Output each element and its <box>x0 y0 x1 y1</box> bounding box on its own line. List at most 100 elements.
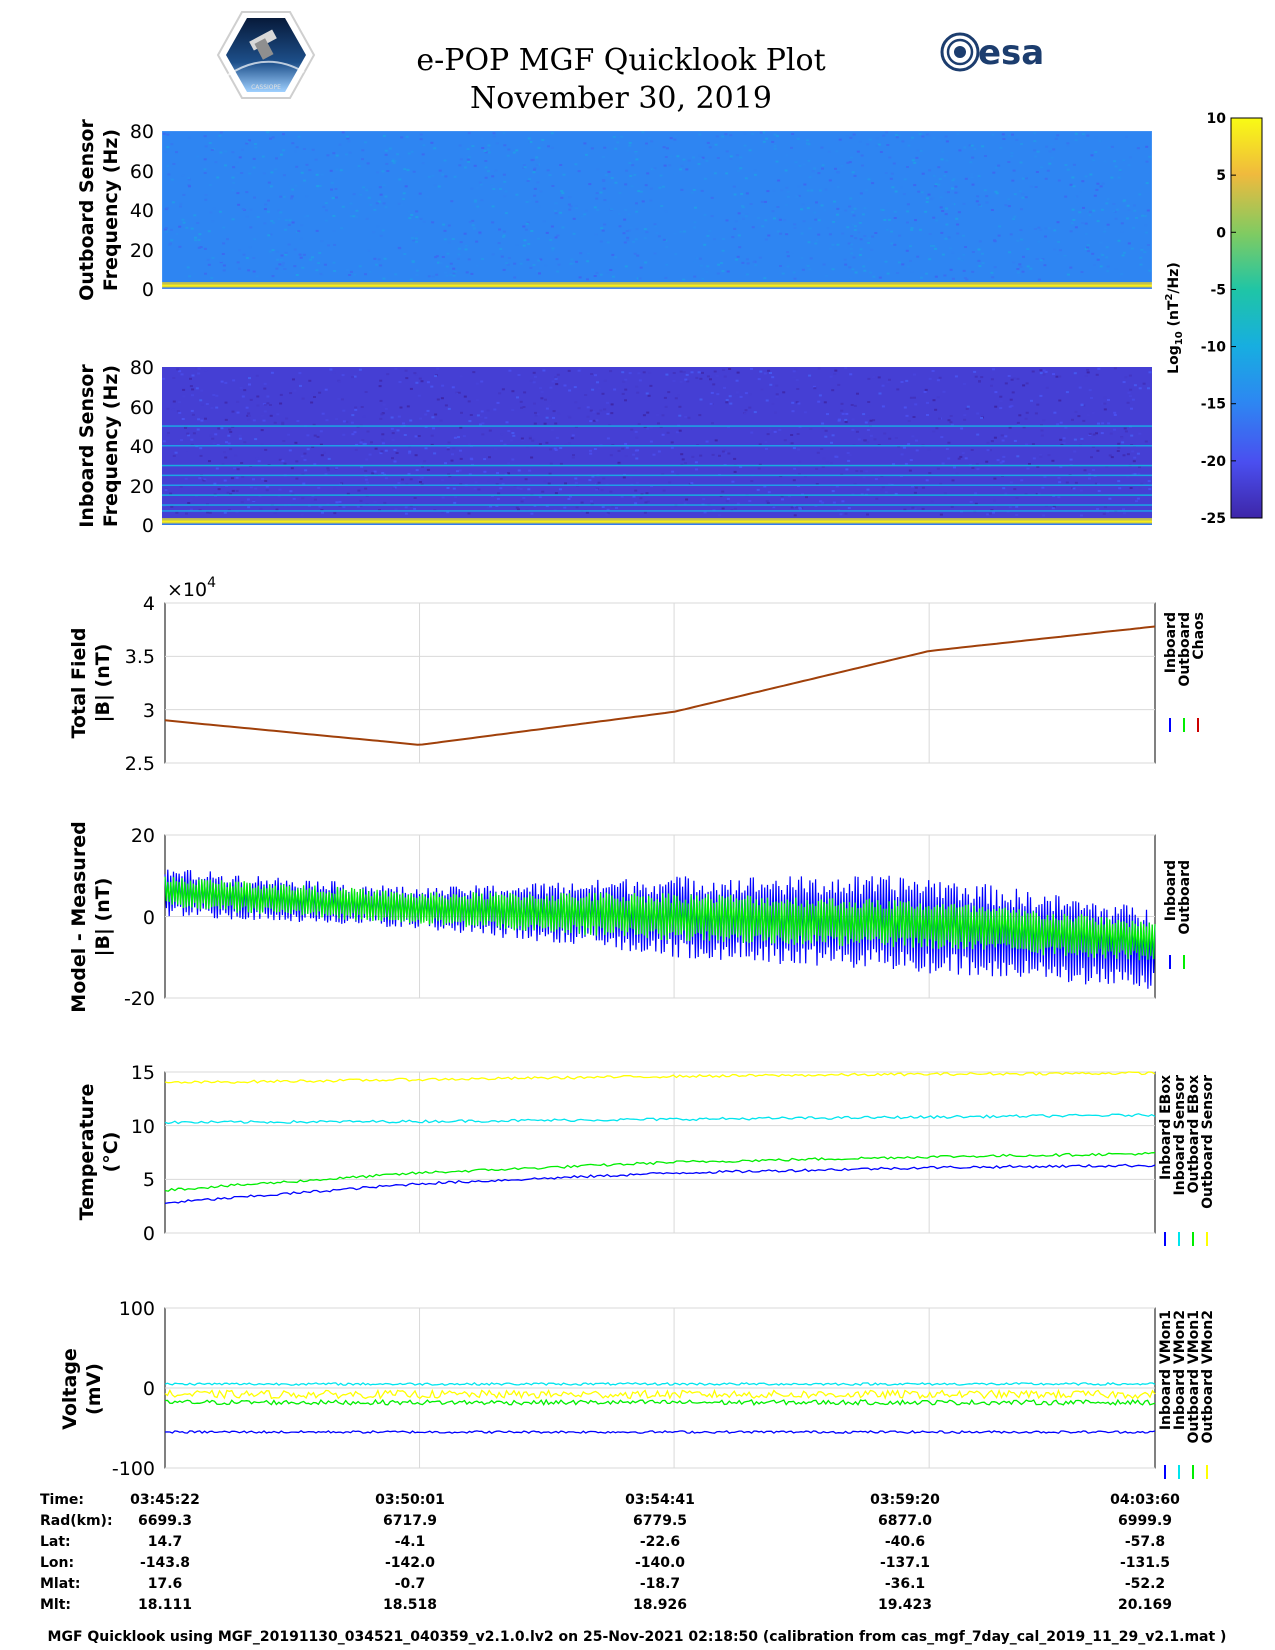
spectrogram-speckle <box>515 506 519 509</box>
spectrogram-speckle <box>851 268 855 271</box>
spectrogram-speckle <box>1007 161 1011 163</box>
spectrogram-speckle <box>238 267 241 270</box>
spectrogram-speckle <box>1084 233 1088 235</box>
spectrogram-speckle <box>1135 216 1138 219</box>
spectrogram-speckle <box>679 168 683 171</box>
spectrogram-speckle <box>1063 256 1067 259</box>
spectrogram-speckle <box>708 197 712 200</box>
spectrogram-speckle <box>780 495 784 498</box>
spectrogram-speckle <box>1094 151 1098 154</box>
spectrogram-speckle <box>303 458 307 461</box>
spectrogram-speckle <box>789 442 792 445</box>
spectrogram-speckle <box>532 381 536 384</box>
spectrogram-speckle <box>568 416 572 419</box>
spectrogram-speckle <box>173 131 177 134</box>
spectrogram-speckle <box>849 276 853 279</box>
spectrogram-speckle <box>249 486 253 489</box>
spectrogram-speckle <box>888 156 892 159</box>
spectrogram-speckle <box>1029 267 1033 270</box>
spectrogram-speckle <box>880 208 883 211</box>
spectrogram-speckle <box>813 211 817 214</box>
spectrogram-speckle <box>403 253 407 256</box>
spectrogram-speckle <box>1126 475 1130 478</box>
spectrogram-speckle <box>1072 487 1076 490</box>
spectrogram-speckle <box>235 510 239 513</box>
spectrogram-speckle <box>1039 394 1043 397</box>
spectrogram-speckle <box>549 462 553 465</box>
spectrogram-speckle <box>355 216 359 219</box>
spectrogram-speckle <box>519 488 523 490</box>
spectrogram-speckle <box>835 455 839 458</box>
spectrogram-speckle <box>611 275 615 278</box>
spectrogram-speckle <box>263 404 267 406</box>
spectrogram-speckle <box>803 411 807 414</box>
spectrogram-speckle <box>739 165 743 167</box>
spectrogram-speckle <box>884 491 888 494</box>
spectrogram-speckle <box>636 254 640 257</box>
spectrogram-speckle <box>445 265 449 268</box>
spectrogram-speckle <box>794 368 798 371</box>
spectrogram-speckle <box>341 374 345 377</box>
spectrogram-speckle <box>618 225 622 228</box>
spectrogram-speckle <box>528 435 532 438</box>
spectrogram-speckle <box>281 421 285 424</box>
spectrogram-speckle <box>223 511 227 514</box>
spectrogram-speckle <box>295 165 299 168</box>
spectrogram-speckle <box>615 507 618 509</box>
spectrogram-speckle <box>1097 482 1100 485</box>
spectrogram-speckle <box>281 270 285 273</box>
spectrogram-speckle <box>838 138 842 141</box>
spectrogram-speckle <box>275 250 279 253</box>
spectrogram-speckle <box>266 131 270 134</box>
spectrogram-speckle <box>710 215 714 218</box>
spectrogram-speckle <box>458 469 462 472</box>
spectrogram-speckle <box>332 152 336 155</box>
ephemeris-value: 19.423 <box>878 1597 932 1613</box>
spectrogram-speckle <box>635 385 639 388</box>
spectrogram-speckle <box>721 507 725 510</box>
spectrogram-speckle <box>648 371 652 374</box>
spectrogram-speckle <box>487 479 491 482</box>
spectrogram-speckle <box>735 394 739 397</box>
spectrogram-speckle <box>178 411 182 414</box>
spectrogram-speckle <box>708 146 712 149</box>
spectrogram-speckle <box>649 187 653 190</box>
spectrogram-speckle <box>601 506 605 508</box>
spectrogram-speckle <box>821 164 825 167</box>
spectrogram-speckle <box>185 449 189 452</box>
y-axis-exponent: ×104 <box>167 575 216 601</box>
spectrogram-speckle <box>771 376 775 379</box>
spectrogram-speckle <box>171 176 175 179</box>
spectrogram-speckle <box>526 258 530 261</box>
spectrogram-speckle <box>1015 138 1019 141</box>
ephemeris-value: -0.7 <box>395 1576 426 1592</box>
spectrogram-speckle <box>350 270 353 273</box>
spectrogram-speckle <box>1025 411 1029 414</box>
spectrogram-speckle <box>846 161 850 164</box>
spectrogram-speckle <box>606 412 610 415</box>
spectrogram-speckle <box>650 140 654 143</box>
spectrogram-speckle <box>537 259 541 262</box>
ephemeris-value: -52.2 <box>1125 1576 1165 1592</box>
spectrogram-speckle <box>223 451 226 454</box>
spectrogram-speckle <box>284 219 288 222</box>
spectrogram-speckle <box>474 199 477 202</box>
spectrogram-speckle <box>334 176 338 179</box>
spectrogram-speckle <box>678 429 682 432</box>
spectrogram-speckle <box>212 394 216 396</box>
spectrogram-speckle <box>492 188 496 190</box>
spectrogram-speckle <box>172 163 176 165</box>
spectrogram-speckle <box>534 414 538 417</box>
spectrogram-speckle <box>939 196 943 199</box>
spectrogram-speckle <box>529 141 533 143</box>
spectrogram-speckle <box>746 262 750 265</box>
spectrogram-speckle <box>1110 176 1114 179</box>
spectrogram-speckle <box>224 150 228 153</box>
spectrogram-speckle <box>535 200 539 203</box>
spectrogram-speckle <box>806 264 810 267</box>
spectrogram-speckle <box>1107 399 1110 401</box>
temperature-panel: 15 10 5 0 Temperature (°C) Inboard EBoxI… <box>76 1062 1216 1246</box>
spectrogram-speckle <box>247 418 251 421</box>
spectrogram-speckle <box>346 269 349 271</box>
spectrogram-speckle <box>985 460 989 463</box>
